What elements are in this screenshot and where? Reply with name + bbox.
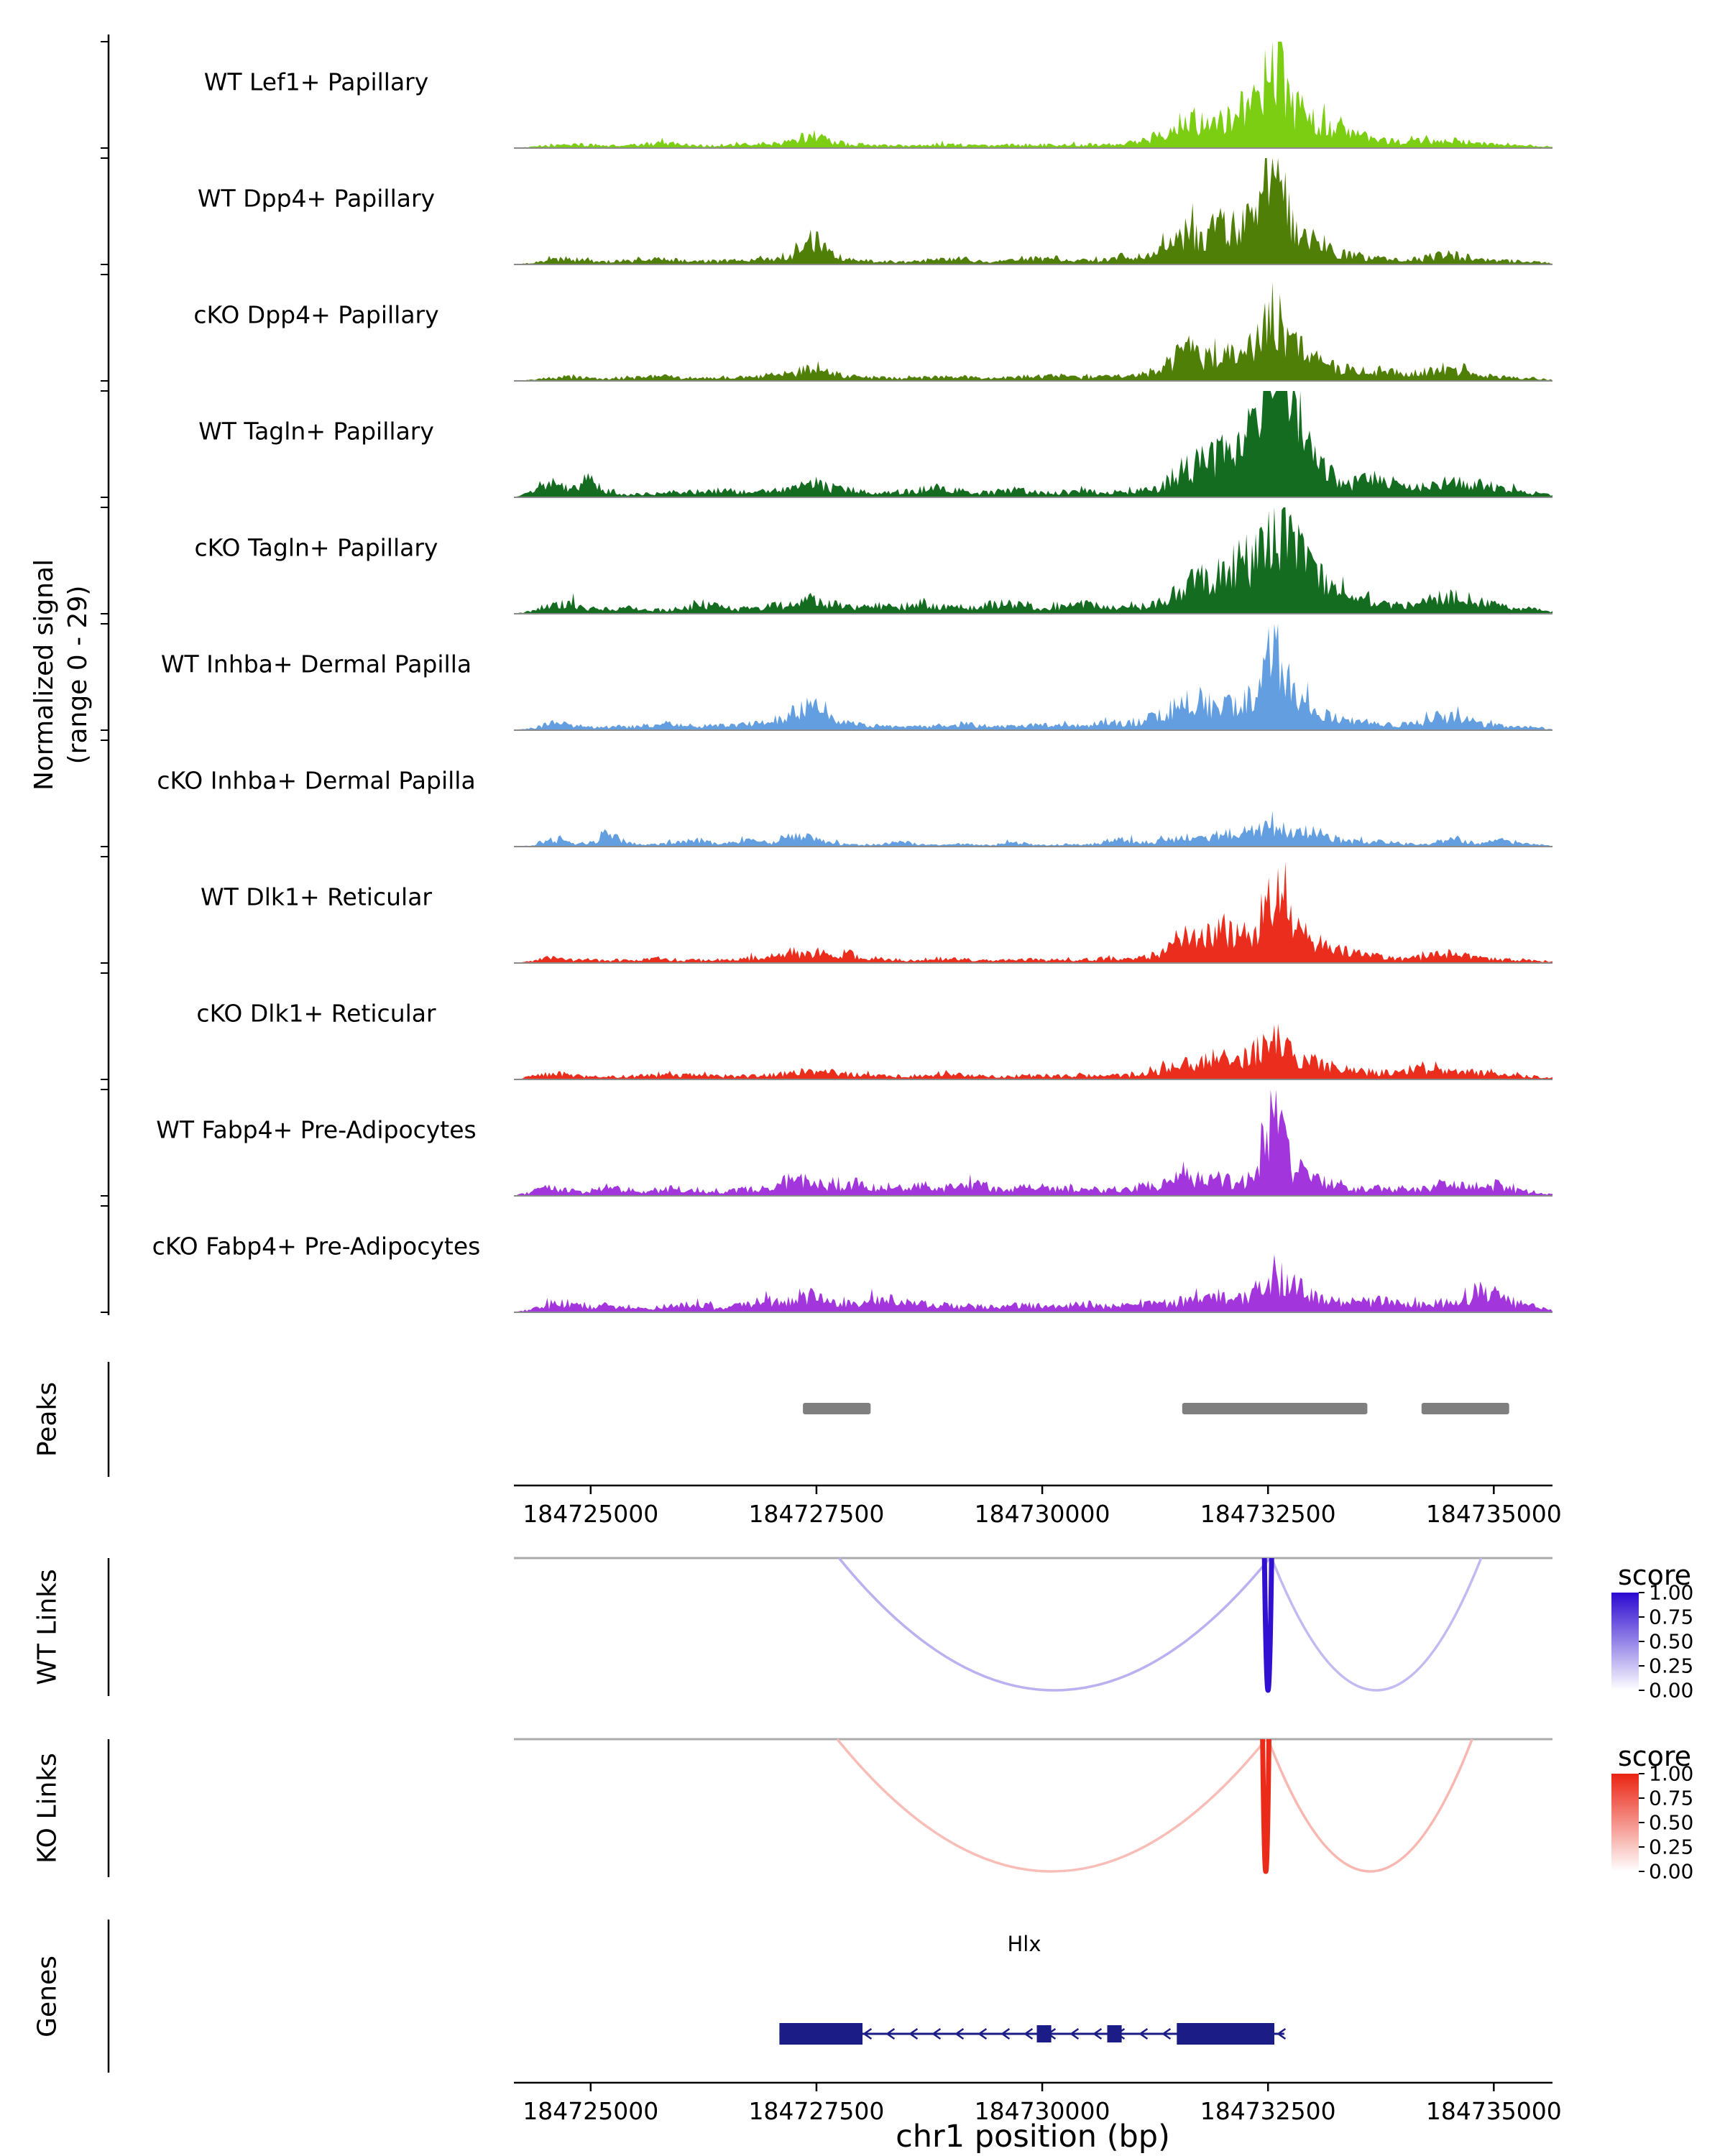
- strand-direction-arrow: [932, 2027, 942, 2040]
- strand-direction-arrow: [1276, 2027, 1287, 2040]
- peak-bar: [1421, 1403, 1509, 1414]
- strand-direction-arrow: [1162, 2027, 1172, 2040]
- signal-area-track-10: [514, 1254, 1552, 1312]
- y-axis-label-line1: Normalized signal: [29, 558, 59, 791]
- strand-direction-arrow: [954, 2027, 965, 2040]
- link-arc: [1261, 1557, 1274, 1693]
- genes-section-label: Genes: [32, 1955, 63, 2037]
- signal-area-track-1: [514, 158, 1552, 264]
- strand-direction-arrow: [978, 2027, 988, 2040]
- signal-area-track-9: [514, 1089, 1552, 1196]
- wt-links-section-label: WT Links: [32, 1569, 63, 1685]
- y-axis-label: Normalized signal (range 0 - 29): [27, 559, 95, 791]
- peak-bar: [1182, 1403, 1368, 1414]
- gene-label-hlx: Hlx: [1007, 1932, 1041, 1956]
- link-arc: [1270, 1557, 1483, 1692]
- peak-bar: [803, 1403, 871, 1414]
- signal-area-track-2: [514, 282, 1552, 381]
- strand-direction-arrow: [1070, 2027, 1080, 2040]
- strand-direction-arrow: [1024, 2027, 1034, 2040]
- strand-direction-arrow: [908, 2027, 919, 2040]
- signal-area-track-3: [514, 391, 1552, 497]
- gene-exon: [1177, 2023, 1274, 2045]
- link-arc: [837, 1557, 1271, 1692]
- gene-exon: [779, 2023, 862, 2045]
- strand-direction-arrow: [862, 2027, 873, 2040]
- signal-area-track-7: [514, 862, 1552, 963]
- signal-area-track-8: [514, 1023, 1552, 1079]
- ko-score-legend-title: score: [1617, 1741, 1692, 1772]
- strand-direction-arrow: [1138, 2027, 1149, 2040]
- link-arc: [1260, 1738, 1271, 1874]
- peaks-section-label: Peaks: [32, 1381, 63, 1457]
- score-colorbar: [1611, 1774, 1639, 1871]
- link-arc: [1266, 1738, 1473, 1873]
- signal-area-track-6: [514, 811, 1552, 847]
- gene-exon: [1107, 2025, 1122, 2042]
- link-arc: [836, 1738, 1268, 1873]
- strand-direction-arrow: [886, 2027, 896, 2040]
- strand-direction-arrow: [1000, 2027, 1011, 2040]
- wt-score-legend-title: score: [1617, 1560, 1692, 1591]
- strand-direction-arrow: [1092, 2027, 1103, 2040]
- score-colorbar: [1611, 1593, 1639, 1690]
- signal-area-track-5: [514, 624, 1552, 730]
- y-axis-label-line2: (range 0 - 29): [63, 585, 93, 765]
- gene-exon: [1036, 2025, 1052, 2042]
- signal-area-track-4: [514, 507, 1552, 614]
- x-axis-title: chr1 position (bp): [896, 2119, 1170, 2155]
- signal-area-track-0: [514, 42, 1552, 148]
- ko-links-section-label: KO Links: [32, 1753, 63, 1864]
